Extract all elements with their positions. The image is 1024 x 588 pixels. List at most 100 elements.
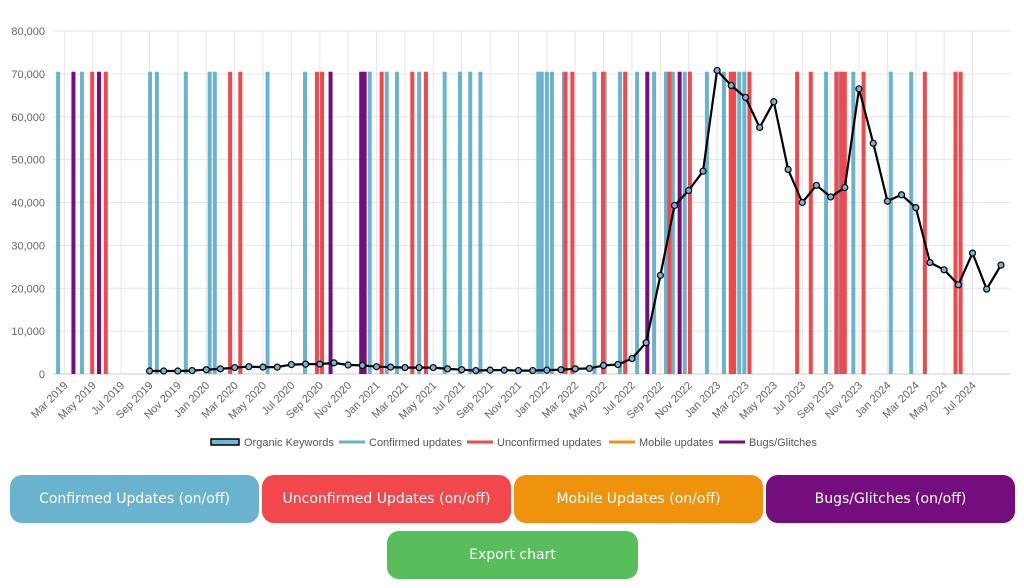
legend-entry[interactable]: Unconfirmed updates	[467, 437, 602, 449]
legend-swatch	[467, 440, 493, 444]
confirmed-update-bar	[544, 71, 549, 374]
confirmed-update-bar	[549, 71, 554, 374]
organic-keywords-point	[770, 98, 778, 106]
organic-keywords-point	[529, 366, 537, 375]
bug-glitch-bar	[328, 71, 333, 374]
organic-keywords-point	[344, 361, 352, 369]
organic-keywords-point	[897, 191, 906, 199]
confirmed-update-bar	[824, 71, 829, 374]
unconfirmed-update-bar	[687, 71, 692, 374]
bug-glitch-bar	[677, 71, 682, 374]
organic-keywords-point	[713, 66, 721, 75]
legend-entry[interactable]: Confirmed updates	[339, 437, 462, 449]
y-tick-label: 80,000	[11, 26, 45, 38]
confirmed-update-bar	[851, 71, 856, 374]
organic-keywords-point	[543, 366, 551, 374]
legend-entry[interactable]: Organic Keywords	[210, 437, 334, 449]
legend-label: Bugs/Glitches	[749, 437, 817, 449]
unconfirmed-update-bar	[732, 71, 737, 374]
legend-swatch	[609, 440, 635, 444]
unconfirmed-update-bar	[228, 71, 233, 374]
unconfirmed-update-bar	[842, 71, 847, 374]
organic-keywords-point	[145, 367, 154, 375]
organic-keywords-point	[401, 363, 409, 372]
organic-keywords-point	[301, 360, 310, 368]
bug-glitch-bar	[645, 71, 650, 374]
confirmed-updates-toggle-button[interactable]: Confirmed Updates (on/off)	[10, 475, 259, 523]
organic-keywords-point	[798, 198, 806, 207]
unconfirmed-update-bar	[623, 71, 628, 374]
confirmed-update-bar	[592, 71, 597, 374]
confirmed-update-bar	[468, 71, 473, 374]
organic-keywords-point	[741, 93, 750, 102]
organic-keywords-point	[486, 366, 494, 374]
organic-keywords-point	[231, 363, 239, 372]
confirmed-update-bar	[742, 71, 747, 374]
unconfirmed-update-bar	[570, 71, 575, 374]
y-tick-label: 30,000	[11, 240, 45, 252]
unconfirmed-update-bar	[601, 71, 606, 374]
unconfirmed-update-bar	[103, 71, 108, 374]
confirmed-update-bar	[652, 71, 657, 374]
organic-keywords-point	[940, 266, 948, 274]
bug-glitch-bar	[96, 71, 101, 374]
organic-keywords-point	[656, 271, 665, 279]
confirmed-update-bar	[664, 71, 669, 374]
organic-keywords-point	[968, 249, 977, 257]
confirmed-update-bar	[737, 71, 742, 374]
organic-keywords-point	[458, 366, 466, 374]
organic-keywords-point	[727, 81, 735, 90]
confirmed-update-bar	[888, 71, 893, 374]
confirmed-update-bar	[704, 71, 709, 374]
confirmed-update-bar	[670, 71, 675, 374]
organic-keywords-point	[571, 365, 579, 373]
organic-keywords-point	[160, 367, 168, 375]
organic-keywords-point	[245, 363, 253, 371]
legend[interactable]: Organic Keywords Confirmed updates Unconfi…	[210, 437, 817, 449]
organic-keywords-point	[699, 167, 707, 175]
confirmed-update-bar	[635, 71, 640, 374]
confirmed-update-bar	[457, 71, 462, 374]
confirmed-update-bar	[478, 71, 483, 374]
chart: 0 10,000 20,000 30,000 40,000 50,000 60,000 70,…	[11, 26, 1010, 449]
organic-keywords-point	[685, 186, 693, 195]
organic-keywords-point	[372, 363, 381, 371]
export-chart-button[interactable]: Export chart	[387, 531, 638, 579]
organic-keywords-point	[514, 366, 522, 375]
organic-keywords-point	[812, 181, 820, 189]
organic-keywords-point	[628, 354, 636, 363]
organic-keywords-point	[500, 366, 508, 374]
unconfirmed-update-bar	[953, 71, 958, 374]
confirmed-update-bar	[367, 71, 372, 374]
unconfirmed-update-bar	[922, 71, 927, 374]
y-axis: 0 10,000 20,000 30,000 40,000 50,000 60,000 70,…	[11, 26, 45, 381]
confirmed-update-bar	[618, 71, 623, 374]
legend-entry[interactable]: Bugs/Glitches	[719, 437, 817, 449]
bug-glitch-bar	[359, 71, 364, 374]
confirmed-update-bar	[721, 71, 726, 374]
confirmed-update-bar	[539, 71, 544, 374]
organic-keywords-point	[387, 363, 395, 371]
bugs-glitches-toggle-button[interactable]: Bugs/Glitches (on/off)	[766, 475, 1015, 523]
legend-entry[interactable]: Mobile updates	[609, 437, 714, 449]
organic-keywords-point	[585, 364, 593, 373]
unconfirmed-update-bar	[410, 71, 415, 374]
organic-keywords-point	[429, 363, 437, 372]
y-tick-label: 10,000	[11, 326, 45, 338]
organic-keywords-point	[202, 366, 210, 374]
unconfirmed-update-bar	[958, 71, 963, 374]
organic-keywords-point	[883, 197, 891, 205]
confirmed-update-bar	[682, 71, 687, 374]
unconfirmed-updates-toggle-button[interactable]: Unconfirmed Updates (on/off)	[262, 475, 511, 523]
confirmed-update-bar	[148, 71, 153, 374]
organic-keywords-series	[145, 66, 1005, 375]
organic-keywords-point	[443, 365, 452, 373]
confirmed-update-bar	[417, 71, 422, 374]
organic-keywords-point	[273, 363, 281, 371]
unconfirmed-update-bar	[238, 71, 243, 374]
mobile-updates-toggle-button[interactable]: Mobile Updates (on/off)	[514, 475, 763, 523]
organic-keywords-point	[599, 361, 608, 370]
confirmed-update-bar	[303, 71, 308, 374]
confirmed-update-bar	[384, 71, 389, 374]
